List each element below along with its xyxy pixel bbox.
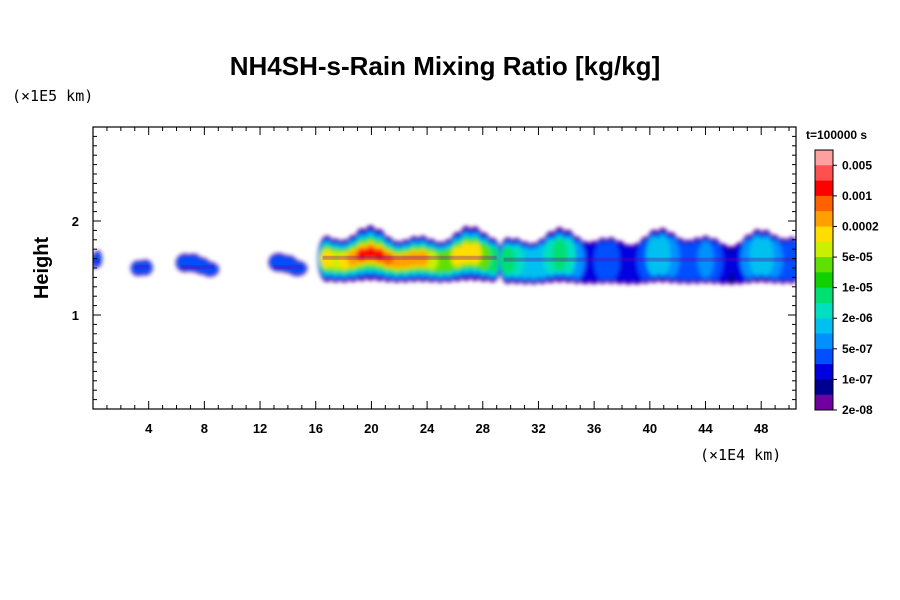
cloud-cell — [373, 249, 385, 261]
cloud-cell — [552, 238, 568, 272]
cloud-segment — [498, 227, 796, 286]
x-tick-label: 44 — [698, 421, 713, 436]
x-tick-label: 8 — [201, 421, 208, 436]
cloud-rim — [93, 258, 100, 263]
colorbar-swatch — [815, 180, 833, 197]
cloud-field — [93, 225, 796, 286]
colorbar-swatch — [815, 226, 833, 243]
cloud-rim — [134, 265, 149, 270]
colorbar-swatch — [815, 333, 833, 350]
cloud-rim — [503, 257, 796, 262]
colorbar: 0.005 0.001 0.0002 5e-05 1e-05 2e-06 5e-07 1e-0… — [814, 149, 879, 417]
colorbar-swatch — [815, 272, 833, 289]
x-axis-unit: (×1E4 km) — [700, 446, 781, 464]
colorbar-swatch — [815, 318, 833, 335]
cloud-cell — [500, 246, 516, 275]
cloud-rim — [180, 265, 215, 270]
cloud-rim — [273, 265, 302, 270]
cloud-cell — [320, 249, 334, 268]
colorbar-swatch — [815, 211, 833, 227]
colorbar-label: 0.001 — [842, 189, 872, 203]
cloud-cell — [783, 240, 796, 280]
cloud-cell — [138, 261, 152, 274]
cloud-segment — [317, 225, 502, 283]
cloud-segment — [130, 259, 153, 276]
cloud-cell — [468, 243, 482, 264]
cloud-rim — [322, 255, 497, 260]
y-axis-unit: (×1E5 km) — [12, 87, 93, 105]
cloud-segment — [175, 253, 220, 277]
x-tick-label: 24 — [420, 421, 435, 436]
cloud-cell — [356, 249, 368, 261]
cloud-cell — [757, 237, 774, 276]
cloud-cell — [365, 247, 377, 259]
cloud-cell — [202, 263, 218, 275]
colorbar-frame — [814, 149, 834, 411]
cloud-cell — [697, 240, 715, 279]
colorbar-label: 2e-06 — [842, 311, 873, 325]
colorbar-swatch — [815, 302, 833, 319]
cloud-cell — [288, 262, 306, 274]
y-axis: 12 — [72, 135, 796, 401]
colorbar-label: 0.005 — [842, 158, 872, 172]
cloud-cell — [94, 252, 102, 265]
x-tick-label: 20 — [364, 421, 378, 436]
colorbar-swatch — [815, 364, 833, 380]
colorbar-label: 5e-05 — [842, 250, 873, 264]
colorbar-label: 5e-07 — [842, 342, 873, 356]
colorbar-swatch — [815, 257, 833, 273]
x-tick-label: 4 — [145, 421, 153, 436]
colorbar-swatch — [815, 241, 833, 258]
cloud-cell — [382, 253, 394, 266]
colorbar-swatch — [815, 195, 833, 212]
colorbar-swatch — [815, 348, 833, 365]
colorbar-title: t=100000 s — [806, 128, 867, 142]
cloud-segment — [93, 250, 103, 269]
x-tick-label: 40 — [643, 421, 657, 436]
colorbar-label: 1e-07 — [842, 372, 873, 386]
colorbar-swatch — [815, 379, 833, 396]
chart-title: NH4SH-s-Rain Mixing Ratio [kg/kg] — [230, 51, 660, 81]
colorbar-swatch — [815, 287, 833, 304]
x-tick-label: 28 — [476, 421, 490, 436]
colorbar-swatch — [815, 150, 833, 166]
x-tick-label: 32 — [531, 421, 545, 436]
y-axis-label: Height — [31, 237, 53, 300]
cloud-cell — [654, 235, 671, 276]
y-tick-label: 2 — [72, 214, 79, 229]
x-tick-label: 12 — [253, 421, 267, 436]
colorbar-label: 2e-08 — [842, 403, 873, 417]
x-axis: 4 8 12 16 20 24 28 32 36 40 44 48 — [106, 127, 790, 436]
colorbar-label: 0.0002 — [842, 219, 879, 233]
cloud-cell — [416, 251, 429, 267]
colorbar-swatch — [815, 165, 833, 182]
colorbar-swatch — [815, 394, 833, 411]
cloud-segment — [268, 253, 308, 277]
cloud-cell — [407, 251, 421, 267]
x-tick-label: 16 — [308, 421, 322, 436]
cloud-cell — [602, 240, 620, 280]
colorbar-label: 1e-05 — [842, 281, 873, 295]
x-tick-label: 48 — [754, 421, 768, 436]
y-tick-label: 1 — [72, 308, 79, 323]
x-tick-label: 36 — [587, 421, 601, 436]
